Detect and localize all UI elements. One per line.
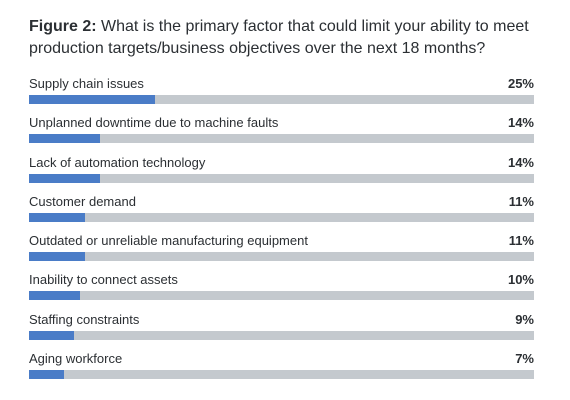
bar-track	[29, 370, 534, 380]
figure-question: What is the primary factor that could li…	[29, 18, 529, 57]
bar-row: Supply chain issues 25%	[29, 76, 534, 115]
bar-track	[29, 134, 534, 144]
bar	[29, 252, 85, 262]
bar-row: Customer demand 11%	[29, 194, 534, 233]
bar-track	[29, 252, 534, 262]
bar-track	[29, 95, 534, 104]
bar-value-label: 14%	[507, 154, 534, 170]
bar-value-label: 10%	[507, 272, 534, 288]
bar-category-label: Lack of automation technology	[29, 154, 206, 170]
bar-category-label: Aging workforce	[29, 351, 123, 367]
bar	[29, 212, 85, 222]
bar-row: Aging workforce 7%	[29, 351, 534, 390]
bar-value-label: 11%	[508, 233, 534, 249]
bar-category-label: Customer demand	[29, 193, 136, 209]
figure-label: Figure 2:	[29, 18, 97, 35]
bar-category-label: Inability to connect assets	[29, 272, 178, 288]
bar-value-label: 14%	[507, 115, 534, 131]
bar-value-label: 9%	[515, 311, 534, 327]
bar-row: Unplanned downtime due to machine faults…	[29, 115, 534, 154]
bar-value-label: 25%	[507, 76, 534, 91]
bar-category-label: Unplanned downtime due to machine faults	[29, 115, 279, 131]
bar-track	[29, 212, 534, 222]
bar-category-label: Staffing constraints	[29, 311, 140, 327]
bar-row: Inability to connect assets 10%	[29, 272, 534, 311]
bar-row: Lack of automation technology 14%	[29, 155, 534, 194]
bar-category-label: Supply chain issues	[29, 76, 144, 91]
bar-row: Outdated or unreliable manufacturing equ…	[29, 233, 534, 272]
bar-track	[29, 330, 534, 340]
bar	[29, 370, 65, 380]
bar-track	[29, 173, 534, 183]
bar	[29, 95, 156, 104]
chart-title: Figure 2: What is the primary factor tha…	[29, 16, 535, 60]
bar-value-label: 7%	[515, 351, 534, 367]
bar-category-label: Outdated or unreliable manufacturing equ…	[29, 233, 308, 249]
bar-value-label: 11%	[508, 193, 534, 209]
bar-row: Staffing constraints 9%	[29, 312, 534, 351]
chart-figure: Figure 2: What is the primary factor tha…	[29, 16, 535, 60]
bar	[29, 173, 100, 183]
bar	[29, 330, 75, 340]
bar-track	[29, 291, 534, 301]
bar-chart: Supply chain issues 25% Unplanned downtime…	[29, 76, 534, 390]
bar	[29, 291, 80, 301]
bar	[29, 134, 100, 144]
